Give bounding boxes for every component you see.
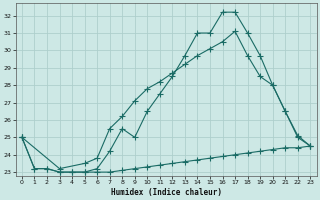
X-axis label: Humidex (Indice chaleur): Humidex (Indice chaleur) [111,188,221,197]
